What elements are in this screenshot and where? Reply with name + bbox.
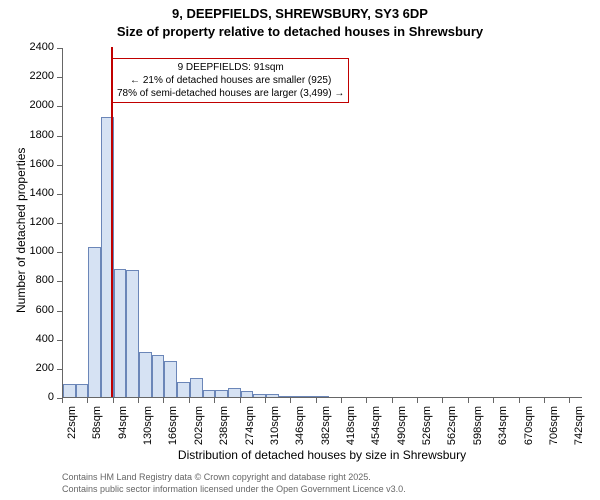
xtick-mark	[138, 398, 139, 403]
xtick-mark	[214, 398, 215, 403]
xtick-mark	[366, 398, 367, 403]
xtick-label: 130sqm	[142, 406, 154, 486]
histogram-bar	[152, 355, 165, 397]
histogram-bar	[139, 352, 152, 397]
chart-title-line2: Size of property relative to detached ho…	[0, 24, 600, 39]
xtick-mark	[316, 398, 317, 403]
xtick-mark	[417, 398, 418, 403]
xtick-label: 418sqm	[345, 406, 357, 486]
histogram-bar	[253, 394, 266, 397]
xtick-label: 310sqm	[269, 406, 281, 486]
ytick-label: 1800	[0, 129, 54, 141]
xtick-mark	[290, 398, 291, 403]
ytick-mark	[57, 165, 62, 166]
xtick-mark	[265, 398, 266, 403]
xtick-mark	[468, 398, 469, 403]
ytick-label: 0	[0, 391, 54, 403]
ytick-label: 2000	[0, 99, 54, 111]
ytick-mark	[57, 194, 62, 195]
xtick-label: 742sqm	[573, 406, 585, 486]
ytick-label: 800	[0, 274, 54, 286]
xtick-mark	[240, 398, 241, 403]
histogram-bar	[215, 390, 228, 397]
ytick-mark	[57, 281, 62, 282]
ytick-label: 1600	[0, 158, 54, 170]
annotation-line3: 78% of semi-detached houses are larger (…	[117, 87, 344, 100]
ytick-mark	[57, 311, 62, 312]
xtick-label: 94sqm	[117, 406, 129, 486]
histogram-bar	[177, 382, 190, 397]
xtick-label: 58sqm	[91, 406, 103, 486]
annotation-line1: 9 DEEPFIELDS: 91sqm	[117, 61, 344, 74]
xtick-mark	[62, 398, 63, 403]
ytick-label: 2400	[0, 41, 54, 53]
histogram-bar	[190, 378, 203, 397]
xtick-label: 706sqm	[548, 406, 560, 486]
xtick-mark	[87, 398, 88, 403]
xtick-label: 598sqm	[472, 406, 484, 486]
xtick-mark	[189, 398, 190, 403]
ytick-mark	[57, 252, 62, 253]
xtick-mark	[163, 398, 164, 403]
chart-title-line1: 9, DEEPFIELDS, SHREWSBURY, SY3 6DP	[0, 6, 600, 21]
histogram-bar	[203, 390, 216, 397]
histogram-bar	[228, 388, 241, 397]
xtick-mark	[569, 398, 570, 403]
ytick-label: 200	[0, 362, 54, 374]
histogram-bar	[279, 396, 292, 397]
xtick-mark	[113, 398, 114, 403]
ytick-mark	[57, 369, 62, 370]
ytick-label: 1200	[0, 216, 54, 228]
xtick-label: 202sqm	[193, 406, 205, 486]
histogram-bar	[126, 270, 139, 397]
xtick-label: 454sqm	[370, 406, 382, 486]
xtick-label: 382sqm	[320, 406, 332, 486]
histogram-bar	[114, 269, 127, 397]
ytick-mark	[57, 136, 62, 137]
ytick-label: 400	[0, 333, 54, 345]
histogram-bar	[317, 396, 330, 397]
xtick-mark	[392, 398, 393, 403]
xtick-label: 238sqm	[218, 406, 230, 486]
ytick-mark	[57, 223, 62, 224]
chart-container: 9, DEEPFIELDS, SHREWSBURY, SY3 6DP Size …	[0, 0, 600, 500]
histogram-bar	[63, 384, 76, 397]
xtick-mark	[493, 398, 494, 403]
xtick-label: 274sqm	[244, 406, 256, 486]
histogram-bar	[241, 391, 254, 397]
histogram-bar	[76, 384, 89, 397]
ytick-label: 1400	[0, 187, 54, 199]
xtick-label: 670sqm	[523, 406, 535, 486]
ytick-label: 1000	[0, 245, 54, 257]
xtick-label: 490sqm	[396, 406, 408, 486]
histogram-bar	[164, 361, 177, 397]
y-axis-label: Number of detached properties	[14, 148, 28, 313]
xtick-label: 634sqm	[497, 406, 509, 486]
xtick-mark	[519, 398, 520, 403]
ytick-label: 2200	[0, 70, 54, 82]
annotation-line2: ← 21% of detached houses are smaller (92…	[117, 74, 344, 87]
ytick-mark	[57, 48, 62, 49]
xtick-mark	[442, 398, 443, 403]
ytick-mark	[57, 77, 62, 78]
xtick-label: 526sqm	[421, 406, 433, 486]
histogram-bar	[88, 247, 101, 397]
xtick-label: 346sqm	[294, 406, 306, 486]
histogram-bar	[291, 396, 304, 397]
histogram-bar	[304, 396, 317, 397]
ytick-mark	[57, 106, 62, 107]
ytick-label: 600	[0, 304, 54, 316]
ytick-mark	[57, 340, 62, 341]
xtick-mark	[544, 398, 545, 403]
xtick-label: 562sqm	[446, 406, 458, 486]
xtick-label: 22sqm	[66, 406, 78, 486]
histogram-bar	[266, 394, 279, 397]
xtick-mark	[341, 398, 342, 403]
annotation-box: 9 DEEPFIELDS: 91sqm ← 21% of detached ho…	[112, 58, 349, 103]
xtick-label: 166sqm	[167, 406, 179, 486]
